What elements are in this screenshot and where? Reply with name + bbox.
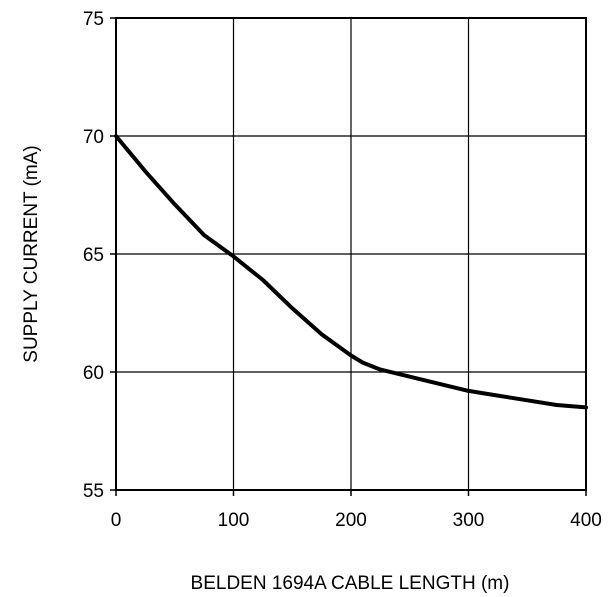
y-axis-label: SUPPLY CURRENT (mA) — [21, 145, 42, 362]
plot-frame — [115, 17, 587, 491]
grid-lines — [110, 17, 587, 496]
x-tick-label: 100 — [218, 510, 250, 531]
y-tick-label: 60 — [83, 363, 104, 384]
x-tick-label: 400 — [570, 510, 602, 531]
y-tick-label: 55 — [83, 481, 104, 502]
y-tick-label: 65 — [83, 245, 104, 266]
series-layer — [114, 134, 588, 410]
y-tick-label: 75 — [83, 9, 104, 30]
x-axis-label: BELDEN 1694A CABLE LENGTH (m) — [191, 573, 510, 594]
y-tick-label: 70 — [83, 127, 104, 148]
series-line-0 — [114, 134, 588, 410]
x-tick-labels: 0 100 200 300 400 — [111, 510, 602, 531]
x-tick-label: 0 — [111, 510, 122, 531]
y-tick-labels: 55 60 65 70 75 — [83, 9, 104, 502]
x-tick-label: 200 — [335, 510, 367, 531]
x-tick-label: 300 — [453, 510, 485, 531]
